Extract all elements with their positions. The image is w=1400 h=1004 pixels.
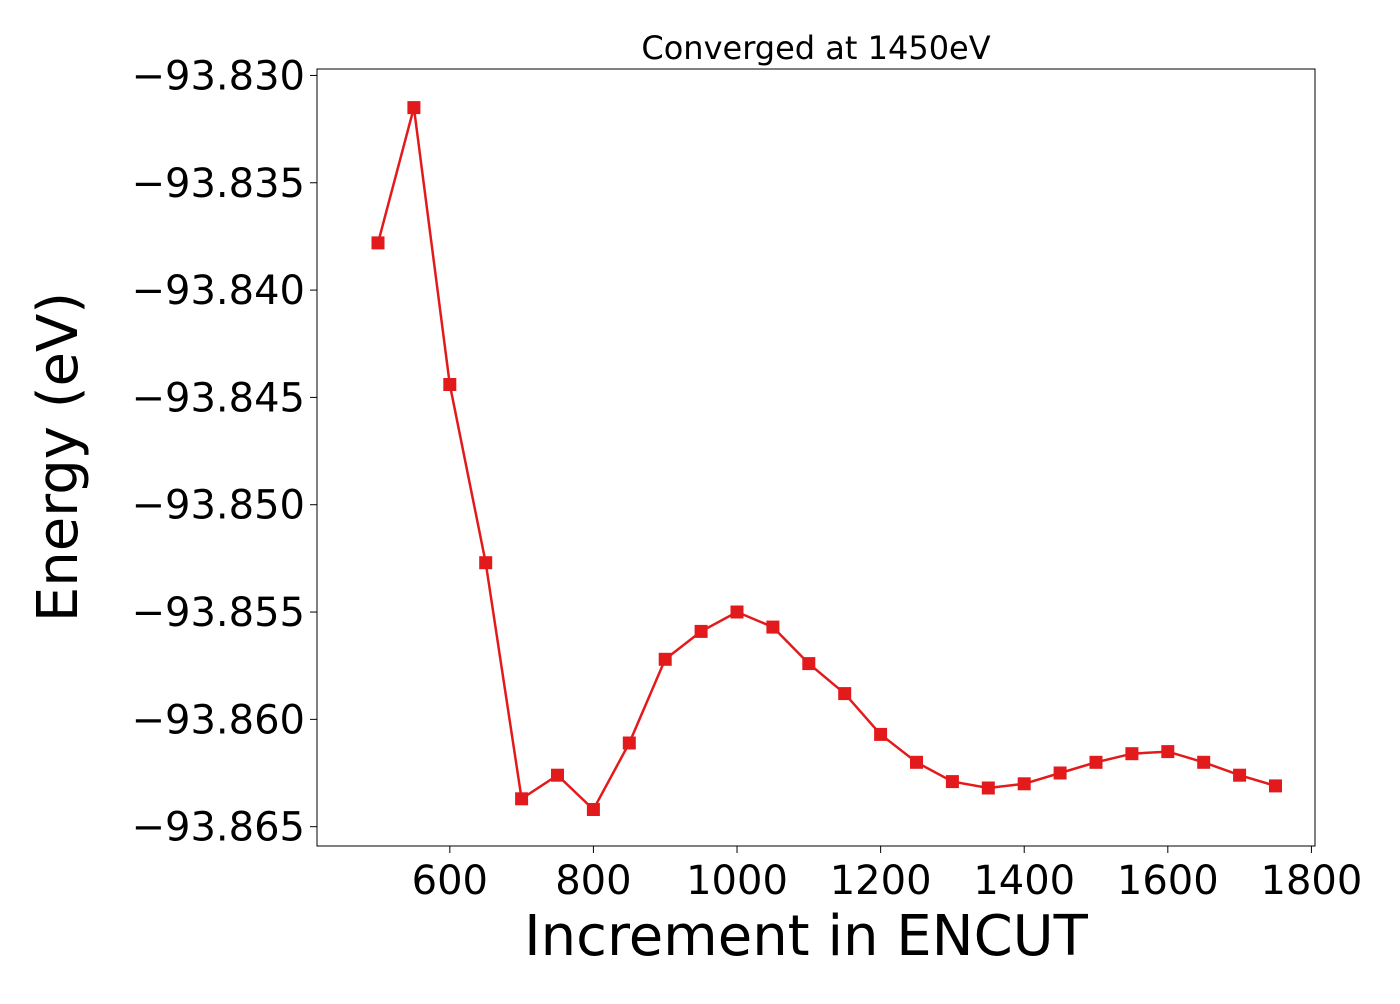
x-tick-label: 1800 — [1261, 858, 1363, 904]
data-point-marker — [371, 236, 385, 250]
data-point-marker — [1197, 755, 1211, 769]
data-point-marker — [802, 657, 816, 671]
data-point-marker — [1125, 747, 1139, 761]
data-point-marker — [1161, 745, 1175, 759]
chart-title: Converged at 1450eV — [641, 29, 990, 67]
x-tick-label: 1200 — [830, 858, 932, 904]
series-layer — [371, 101, 1282, 816]
data-point-marker — [1233, 768, 1247, 782]
data-point-marker — [694, 624, 708, 638]
data-point-marker — [910, 755, 923, 769]
y-tick-label: −93.860 — [132, 697, 305, 743]
data-point-marker — [586, 803, 600, 816]
x-tick-label: 1000 — [686, 858, 788, 904]
plot-area — [316, 68, 1316, 847]
data-point-marker — [766, 620, 780, 634]
data-point-marker — [1017, 777, 1031, 791]
x-tick-label: 800 — [555, 858, 631, 904]
data-point-marker — [622, 736, 636, 750]
y-tick-label: −93.855 — [132, 590, 305, 636]
data-point-marker — [838, 687, 852, 701]
y-tick-label: −93.835 — [132, 161, 305, 207]
y-tick-label: −93.840 — [132, 268, 305, 314]
data-point-marker — [407, 101, 421, 115]
y-axis-label: Energy (eV) — [26, 292, 91, 622]
data-point-marker — [1089, 755, 1103, 769]
data-point-marker — [479, 556, 493, 570]
data-point-marker — [515, 792, 529, 806]
x-tick-label: 1600 — [1117, 858, 1219, 904]
y-tick-label: −93.830 — [132, 53, 305, 99]
data-point-marker — [1269, 779, 1282, 793]
data-point-marker — [730, 605, 744, 619]
y-tick-label: −93.845 — [132, 375, 305, 421]
data-point-marker — [1053, 766, 1067, 780]
y-axis-ticks: −93.830 −93.835 −93.840 −93.845 −93.850 −93.8… — [132, 53, 317, 851]
data-point-marker — [658, 652, 672, 666]
x-axis-ticks: 600 800 1000 1200 1400 1600 1800 — [412, 846, 1363, 904]
data-point-marker — [945, 775, 959, 789]
y-tick-label: −93.850 — [132, 483, 305, 529]
data-point-marker — [551, 768, 564, 782]
data-point-marker — [981, 781, 995, 795]
data-point-marker — [874, 727, 888, 741]
x-tick-label: 1400 — [973, 858, 1075, 904]
x-axis-label: Increment in ENCUT — [524, 904, 1089, 969]
y-tick-label: −93.865 — [132, 805, 305, 851]
data-point-marker — [443, 378, 457, 391]
x-tick-label: 600 — [412, 858, 488, 904]
